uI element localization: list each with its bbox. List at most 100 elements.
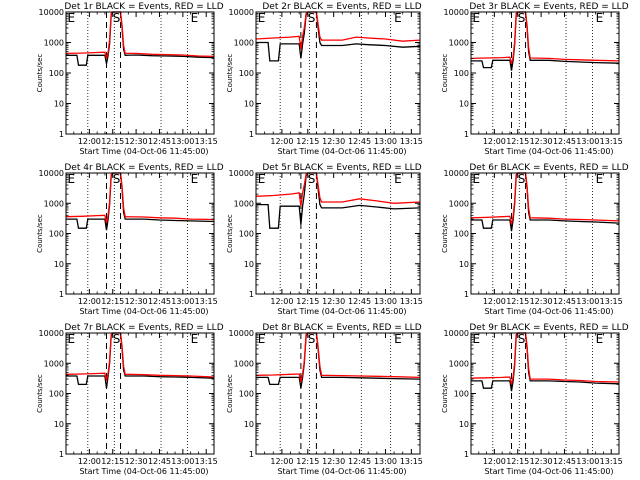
panel-title: Det 3r BLACK = Events, RED = LLD [469,2,628,12]
y-tick-label: 1 [59,450,64,459]
x-tick-label: 13:00 [576,137,599,146]
x-tick-label: 12:00 [270,297,293,306]
y-tick-label: 1 [464,130,469,139]
y-tick-label: 10 [244,100,254,109]
y-tick-label: 10 [54,420,64,429]
y-tick-label: 10000 [39,329,64,338]
x-tick-label: 12:15 [506,137,529,146]
x-axis-label: Start Time (04-Oct-06 11:45:00) [79,467,208,476]
plot-frame [255,172,421,295]
x-tick-label: 12:45 [348,457,371,466]
x-axis-label: Start Time (04-Oct-06 11:45:00) [79,147,208,156]
x-tick-label: 13:00 [171,297,194,306]
event-letter: E [473,172,481,186]
x-tick-label: 13:00 [374,297,397,306]
y-axis-label: Counts/sec [441,374,449,413]
y-axis-label: Counts/sec [36,214,44,253]
event-letter: S [518,332,526,346]
x-axis-label: Start Time (04-Oct-06 11:45:00) [277,467,406,476]
event-letter: E [68,11,76,25]
y-axis-label: Counts/sec [226,374,234,413]
panel-title: Det 7r BLACK = Events, RED = LLD [64,323,223,333]
y-tick-label: 10 [459,420,469,429]
y-tick-label: 100 [454,69,469,78]
event-letter: E [191,332,199,346]
x-tick-label: 12:45 [553,137,576,146]
panel-title: Det 4r BLACK = Events, RED = LLD [64,163,223,173]
y-tick-label: 10000 [229,329,254,338]
x-axis-label: Start Time (04-Oct-06 11:45:00) [277,307,406,316]
event-letter: S [518,11,526,25]
y-tick-label: 10 [54,260,64,269]
x-tick-label: 12:45 [348,137,371,146]
y-axis-label: Counts/sec [36,374,44,413]
x-tick-label: 13:00 [171,137,194,146]
x-tick-label: 13:00 [576,457,599,466]
x-tick-label: 12:15 [296,297,319,306]
x-tick-label: 13:15 [400,457,423,466]
x-tick-label: 12:30 [125,457,148,466]
y-tick-label: 1 [59,130,64,139]
x-tick-label: 13:15 [600,457,623,466]
x-tick-label: 12:15 [506,457,529,466]
x-tick-label: 12:15 [101,297,124,306]
x-tick-label: 12:00 [483,457,506,466]
y-axis-label: Counts/sec [226,214,234,253]
event-letter: E [68,172,76,186]
event-letter: E [596,11,604,25]
event-letter: E [191,11,199,25]
y-axis-label: Counts/sec [441,54,449,93]
y-tick-label: 100 [239,390,254,399]
x-tick-label: 12:30 [530,297,553,306]
event-letter: E [68,332,76,346]
y-tick-label: 10000 [229,8,254,17]
x-tick-label: 12:15 [296,137,319,146]
x-tick-label: 13:15 [600,297,623,306]
x-tick-label: 12:00 [78,457,101,466]
event-letter: E [596,332,604,346]
x-tick-label: 12:30 [322,297,345,306]
x-axis-label: Start Time (04-Oct-06 11:45:00) [484,467,613,476]
event-letter: E [394,332,402,346]
event-letter: S [518,172,526,186]
y-tick-label: 10000 [444,329,469,338]
x-tick-label: 13:00 [576,297,599,306]
y-tick-label: 1000 [449,359,469,368]
y-tick-label: 1000 [44,359,64,368]
x-tick-label: 13:15 [195,297,218,306]
y-tick-label: 1000 [44,199,64,208]
x-axis-label: Start Time (04-Oct-06 11:45:00) [484,307,613,316]
panel-title: Det 2r BLACK = Events, RED = LLD [262,2,421,12]
x-tick-label: 13:00 [374,137,397,146]
event-letter: S [113,332,121,346]
y-tick-label: 10000 [39,8,64,17]
x-axis-label: Start Time (04-Oct-06 11:45:00) [79,307,208,316]
y-axis-label: Counts/sec [36,54,44,93]
plot-frame [255,332,421,455]
x-tick-label: 12:00 [270,137,293,146]
x-tick-label: 12:00 [270,457,293,466]
y-tick-label: 1 [249,290,254,299]
y-tick-label: 10 [459,100,469,109]
x-tick-label: 12:45 [553,297,576,306]
x-tick-label: 12:45 [148,457,171,466]
x-tick-label: 13:00 [374,457,397,466]
x-tick-label: 12:30 [322,137,345,146]
x-tick-label: 12:00 [483,297,506,306]
y-tick-label: 100 [49,69,64,78]
x-tick-label: 12:30 [530,457,553,466]
x-tick-label: 12:30 [530,137,553,146]
y-tick-label: 1 [249,130,254,139]
y-tick-label: 1000 [234,199,254,208]
y-tick-label: 10 [244,260,254,269]
event-letter: S [113,11,121,25]
x-tick-label: 13:15 [400,137,423,146]
panel-title: Det 9r BLACK = Events, RED = LLD [469,323,628,333]
y-tick-label: 10000 [444,169,469,178]
y-tick-label: 10000 [39,169,64,178]
